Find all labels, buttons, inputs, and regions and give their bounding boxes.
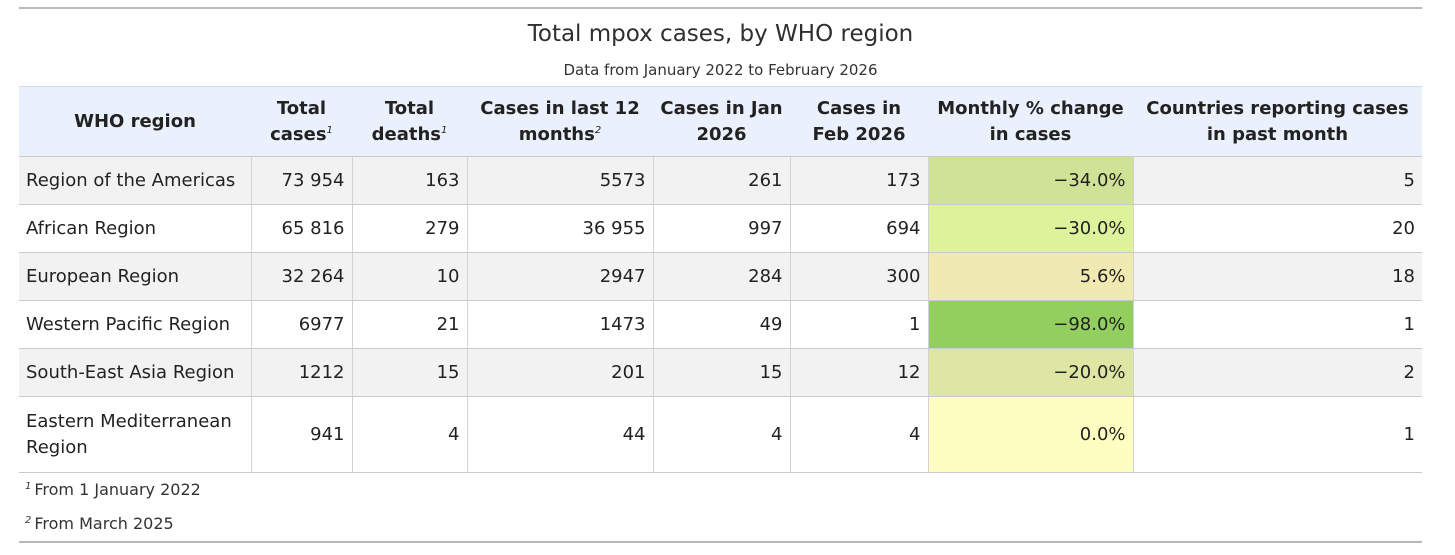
footnotes: 1 From 1 January 2022 2 From March 2025 xyxy=(19,473,1422,541)
cell-countries: 1 xyxy=(1132,300,1422,349)
cell-monthly-change: −20.0% xyxy=(927,348,1133,397)
header-who-region[interactable]: WHO region xyxy=(19,86,251,157)
cell-monthly-change: 0.0% xyxy=(927,396,1133,473)
header-cases-jan[interactable]: Cases in Jan 2026 xyxy=(653,86,790,157)
cell-region: African Region xyxy=(19,204,251,253)
footnote-text: From March 2025 xyxy=(34,514,174,533)
mpox-table-figure: Total mpox cases, by WHO region Data fro… xyxy=(19,7,1422,543)
cell-total-cases: 65 816 xyxy=(250,204,352,253)
footnote-ref: 2 xyxy=(594,124,602,136)
cell-cases-feb: 694 xyxy=(789,204,928,253)
header-total-cases[interactable]: Total cases1 xyxy=(251,86,352,157)
table-row: South-East Asia Region 1212 15 201 15 12… xyxy=(19,348,1422,397)
header-row: WHO region Total cases1 Total deaths1 Ca… xyxy=(19,86,1422,157)
cell-total-cases: 941 xyxy=(250,396,352,473)
cell-region: South-East Asia Region xyxy=(19,348,251,397)
cell-countries: 1 xyxy=(1132,396,1422,473)
table-row: European Region 32 264 10 2947 284 300 5… xyxy=(19,252,1422,301)
header-cases-last-12-months[interactable]: Cases in last 12 months2 xyxy=(467,86,653,157)
cell-cases-jan: 997 xyxy=(652,204,790,253)
cell-monthly-change: −98.0% xyxy=(927,300,1133,349)
footnote-mark: 2 xyxy=(25,514,32,526)
cell-total-deaths: 279 xyxy=(351,204,467,253)
cell-cases-last-12: 2947 xyxy=(466,252,653,301)
cell-cases-feb: 12 xyxy=(789,348,928,397)
cell-cases-jan: 49 xyxy=(652,300,790,349)
cell-cases-feb: 4 xyxy=(789,396,928,473)
cell-total-deaths: 21 xyxy=(351,300,467,349)
footnote-ref: 1 xyxy=(441,124,448,136)
cell-total-cases: 32 264 xyxy=(250,252,352,301)
cell-total-cases: 1212 xyxy=(250,348,352,397)
cell-cases-feb: 173 xyxy=(789,156,928,205)
cell-cases-feb: 1 xyxy=(789,300,928,349)
cell-cases-last-12: 44 xyxy=(466,396,653,473)
cell-cases-jan: 261 xyxy=(652,156,790,205)
cell-cases-jan: 15 xyxy=(652,348,790,397)
header-monthly-change[interactable]: Monthly % change in cases xyxy=(928,86,1133,157)
cell-total-deaths: 15 xyxy=(351,348,467,397)
table-subtitle: Data from January 2022 to February 2026 xyxy=(563,61,878,79)
footnote-1: 1 From 1 January 2022 xyxy=(25,473,1422,507)
cell-total-deaths: 4 xyxy=(351,396,467,473)
cell-monthly-change: −34.0% xyxy=(927,156,1133,205)
footnote-2: 2 From March 2025 xyxy=(25,507,1422,541)
cell-cases-last-12: 1473 xyxy=(466,300,653,349)
cell-monthly-change: −30.0% xyxy=(927,204,1133,253)
footnote-mark: 1 xyxy=(25,480,32,492)
cell-countries: 20 xyxy=(1132,204,1422,253)
cell-countries: 2 xyxy=(1132,348,1422,397)
table-body: Region of the Americas 73 954 163 5573 2… xyxy=(19,156,1422,473)
cell-cases-last-12: 201 xyxy=(466,348,653,397)
table-row: Western Pacific Region 6977 21 1473 49 1… xyxy=(19,300,1422,349)
cell-cases-jan: 4 xyxy=(652,396,790,473)
table-row: Eastern Mediterranean Region 941 4 44 4 … xyxy=(19,396,1422,473)
bottom-divider xyxy=(19,541,1422,543)
cell-total-deaths: 163 xyxy=(351,156,467,205)
table-row: Region of the Americas 73 954 163 5573 2… xyxy=(19,156,1422,205)
footnote-ref: 1 xyxy=(326,124,333,136)
cell-cases-last-12: 36 955 xyxy=(466,204,653,253)
footnote-text: From 1 January 2022 xyxy=(34,480,201,499)
header-cases-feb[interactable]: Cases in Feb 2026 xyxy=(790,86,928,157)
cell-cases-feb: 300 xyxy=(789,252,928,301)
cell-total-cases: 6977 xyxy=(250,300,352,349)
table-title: Total mpox cases, by WHO region xyxy=(527,21,914,47)
cell-region: Eastern Mediterranean Region xyxy=(19,396,251,473)
cell-cases-jan: 284 xyxy=(652,252,790,301)
cell-total-deaths: 10 xyxy=(351,252,467,301)
table-row: African Region 65 816 279 36 955 997 694… xyxy=(19,204,1422,253)
cell-cases-last-12: 5573 xyxy=(466,156,653,205)
table-header: WHO region Total cases1 Total deaths1 Ca… xyxy=(19,86,1422,157)
cell-region: Region of the Americas xyxy=(19,156,251,205)
cell-countries: 18 xyxy=(1132,252,1422,301)
cell-monthly-change: 5.6% xyxy=(927,252,1133,301)
header-total-deaths[interactable]: Total deaths1 xyxy=(352,86,467,157)
cell-countries: 5 xyxy=(1132,156,1422,205)
cell-region: Western Pacific Region xyxy=(19,300,251,349)
header-countries-reporting[interactable]: Countries reporting cases in past month xyxy=(1133,86,1422,157)
cell-region: European Region xyxy=(19,252,251,301)
mpox-cases-table: WHO region Total cases1 Total deaths1 Ca… xyxy=(19,86,1422,473)
cell-total-cases: 73 954 xyxy=(250,156,352,205)
